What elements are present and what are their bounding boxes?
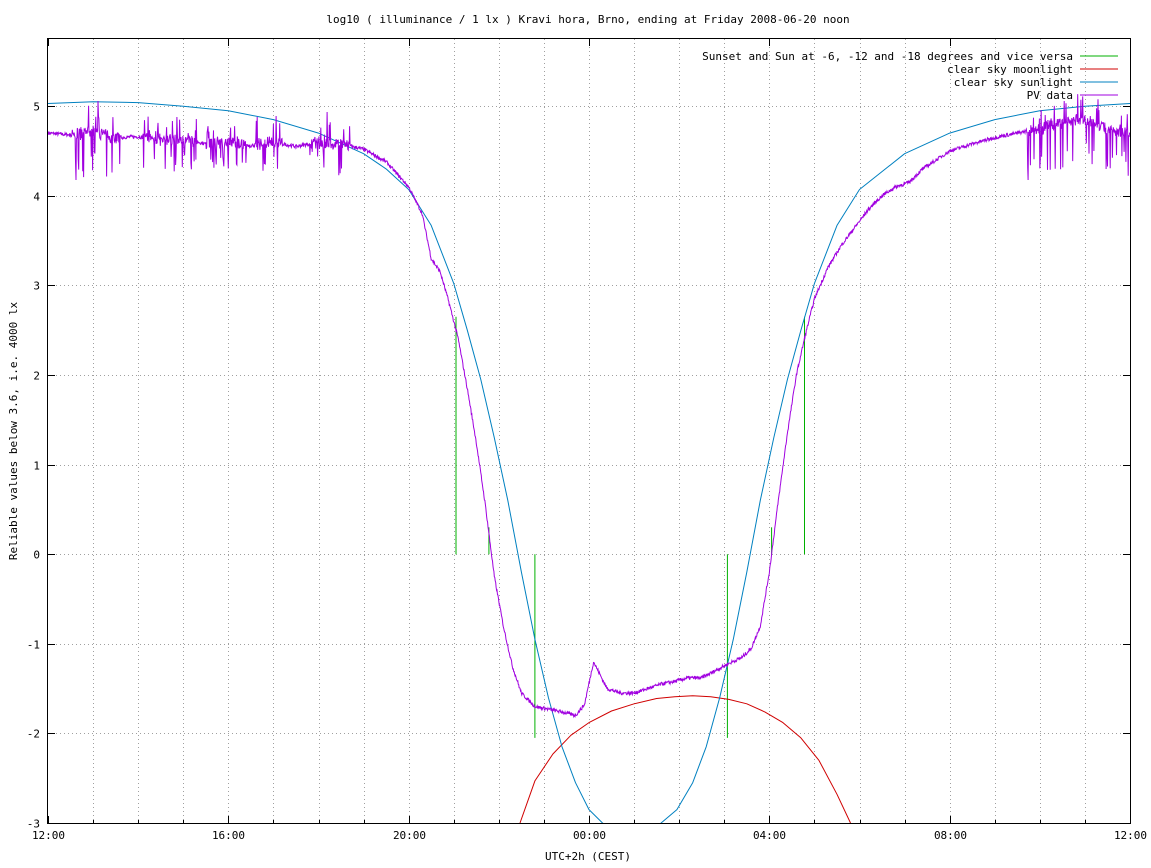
legend-label: PV data: [1027, 89, 1073, 102]
pv-data-line: [48, 94, 1130, 719]
grid: [48, 39, 1130, 823]
y-tick-label: 2: [33, 370, 40, 383]
series-3: [48, 94, 1130, 719]
x-tick-label: 12:00: [1114, 829, 1147, 842]
series-1: [519, 695, 851, 823]
chart-title: log10 ( illuminance / 1 lx ) Kravi hora,…: [326, 13, 849, 26]
y-tick-label: -1: [27, 639, 40, 652]
legend-label: clear sky sunlight: [954, 76, 1073, 89]
legend-label: Sunset and Sun at -6, -12 and -18 degree…: [702, 50, 1073, 63]
y-tick-label: -2: [27, 728, 40, 741]
series-lines: [48, 94, 1130, 823]
x-tick-label: 00:00: [573, 829, 606, 842]
y-tick-label: 5: [33, 101, 40, 114]
y-tick-label: 0: [33, 549, 40, 562]
y-tick-label: 4: [33, 191, 40, 204]
y-tick-label: -3: [27, 818, 40, 831]
y-tick-label: 1: [33, 460, 40, 473]
axis-ticks: 12:00 16:00 20:00 00:00 04:00 08:00 12:00 5 4 3 2 1…: [27, 39, 1147, 842]
y-axis-label: Reliable values below 3.6, i.e. 4000 lx: [7, 301, 20, 560]
series-0: [455, 316, 805, 738]
series-2: [48, 101, 1130, 823]
x-tick-label: 16:00: [212, 829, 245, 842]
plot-frame: [47, 38, 1131, 824]
x-tick-label: 12:00: [32, 829, 65, 842]
y-tick-label: 3: [33, 280, 40, 293]
x-axis-label: UTC+2h (CEST): [545, 850, 631, 863]
sunlight-line: [48, 101, 1130, 823]
x-tick-label: 20:00: [393, 829, 426, 842]
legend: Sunset and Sun at -6, -12 and -18 degree…: [702, 50, 1118, 102]
x-tick-label: 04:00: [753, 829, 786, 842]
legend-label: clear sky moonlight: [947, 63, 1073, 76]
x-tick-label: 08:00: [934, 829, 967, 842]
moonlight-line: [519, 695, 851, 823]
